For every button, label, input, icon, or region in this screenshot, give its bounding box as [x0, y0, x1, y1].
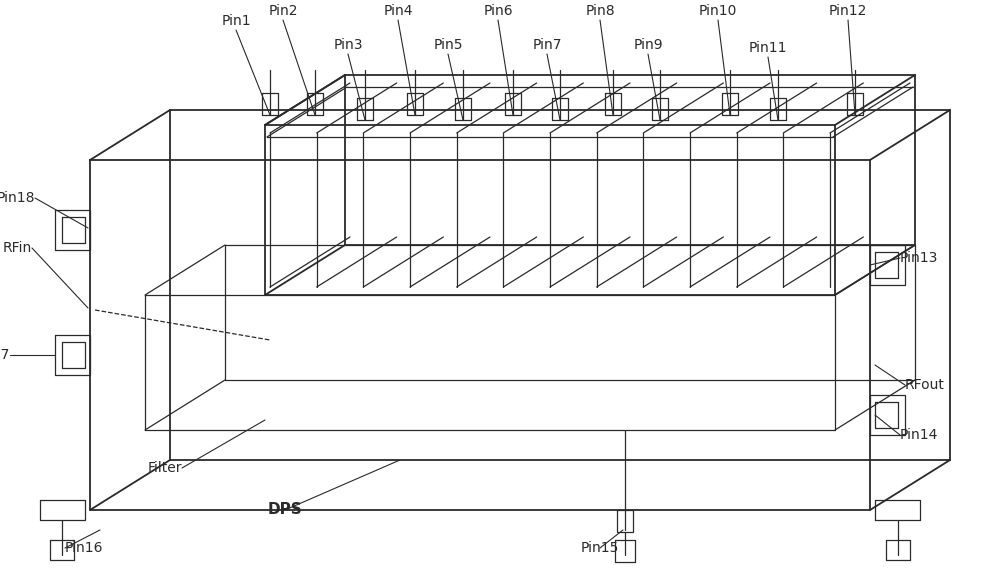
- Text: Pin8: Pin8: [585, 4, 615, 18]
- Text: Pin11: Pin11: [749, 41, 787, 55]
- Text: Pin9: Pin9: [633, 38, 663, 52]
- Text: Pin12: Pin12: [829, 4, 867, 18]
- Text: Pin17: Pin17: [0, 348, 10, 362]
- Text: RFout: RFout: [905, 378, 945, 392]
- Text: Pin18: Pin18: [0, 191, 35, 205]
- Text: Pin13: Pin13: [900, 251, 938, 265]
- Text: Pin2: Pin2: [268, 4, 298, 18]
- Text: Pin10: Pin10: [699, 4, 737, 18]
- Text: RFin: RFin: [3, 241, 32, 255]
- Text: Filter: Filter: [148, 461, 182, 475]
- Text: Pin1: Pin1: [221, 14, 251, 28]
- Text: Pin6: Pin6: [483, 4, 513, 18]
- Text: Pin7: Pin7: [532, 38, 562, 52]
- Text: Pin3: Pin3: [333, 38, 363, 52]
- Text: Pin4: Pin4: [383, 4, 413, 18]
- Text: Pin5: Pin5: [433, 38, 463, 52]
- Text: Pin16: Pin16: [65, 541, 104, 555]
- Text: Pin15: Pin15: [581, 541, 619, 555]
- Text: Pin14: Pin14: [900, 428, 938, 442]
- Text: DPS: DPS: [268, 503, 302, 518]
